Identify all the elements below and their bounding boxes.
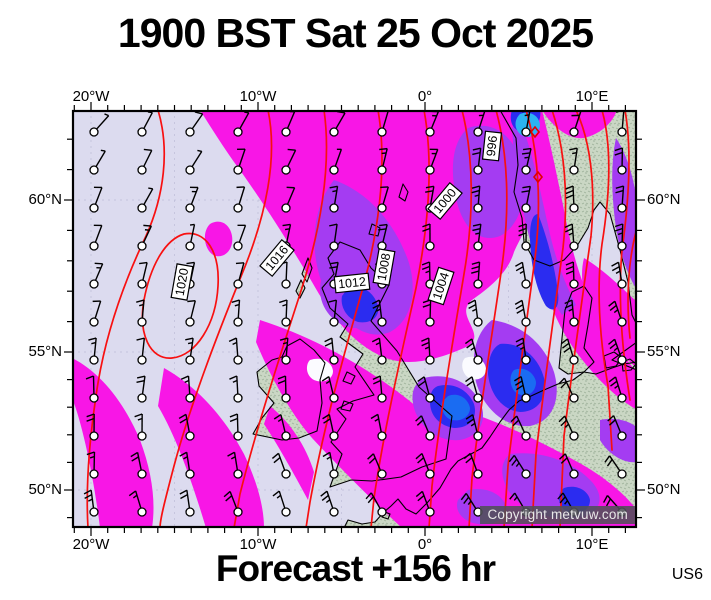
city-marker: [532, 170, 544, 184]
isobar-label: 1004: [427, 266, 455, 306]
axis-tick-label: 60°N: [647, 191, 681, 208]
svg-text:996: 996: [484, 135, 500, 157]
svg-text:1012: 1012: [337, 275, 366, 292]
axis-tick-label: 10°W: [239, 536, 277, 553]
weather-map: 1020 1016 1012 1008 1004 1000 996 Copyright me…: [64, 102, 645, 536]
isobar-label: 1008: [372, 248, 396, 286]
axis-tick-label: 10°E: [575, 536, 609, 553]
isobar-label: 996: [481, 130, 503, 162]
axis-tick-label: 10°E: [575, 88, 609, 105]
forecast-hour-label: Forecast +156 hr: [215, 548, 496, 589]
axis-tick-label: 0°: [417, 88, 433, 105]
copyright-watermark: Copyright metvuw.com: [480, 506, 635, 524]
isobar-label: 1012: [333, 272, 371, 294]
axis-tick-label: 20°W: [72, 536, 110, 553]
axis-tick-label: 55°N: [28, 343, 62, 360]
city-marker: [529, 125, 541, 139]
model-id-label: US6: [671, 566, 703, 583]
axis-tick-label: 55°N: [647, 343, 681, 360]
axis-tick-label: 50°N: [28, 481, 62, 498]
axis-tick-label: 0°: [417, 536, 433, 553]
svg-text:1008: 1008: [375, 252, 394, 282]
axis-tick-label: 50°N: [647, 481, 681, 498]
axis-tick-label: 20°W: [72, 88, 110, 105]
svg-text:1020: 1020: [173, 267, 192, 297]
axis-tick-label: 60°N: [28, 191, 62, 208]
map-title: 1900 BST Sat 25 Oct 2025: [117, 10, 594, 56]
isobar-label: 1020: [170, 263, 194, 301]
axis-tick-label: 10°W: [239, 88, 277, 105]
